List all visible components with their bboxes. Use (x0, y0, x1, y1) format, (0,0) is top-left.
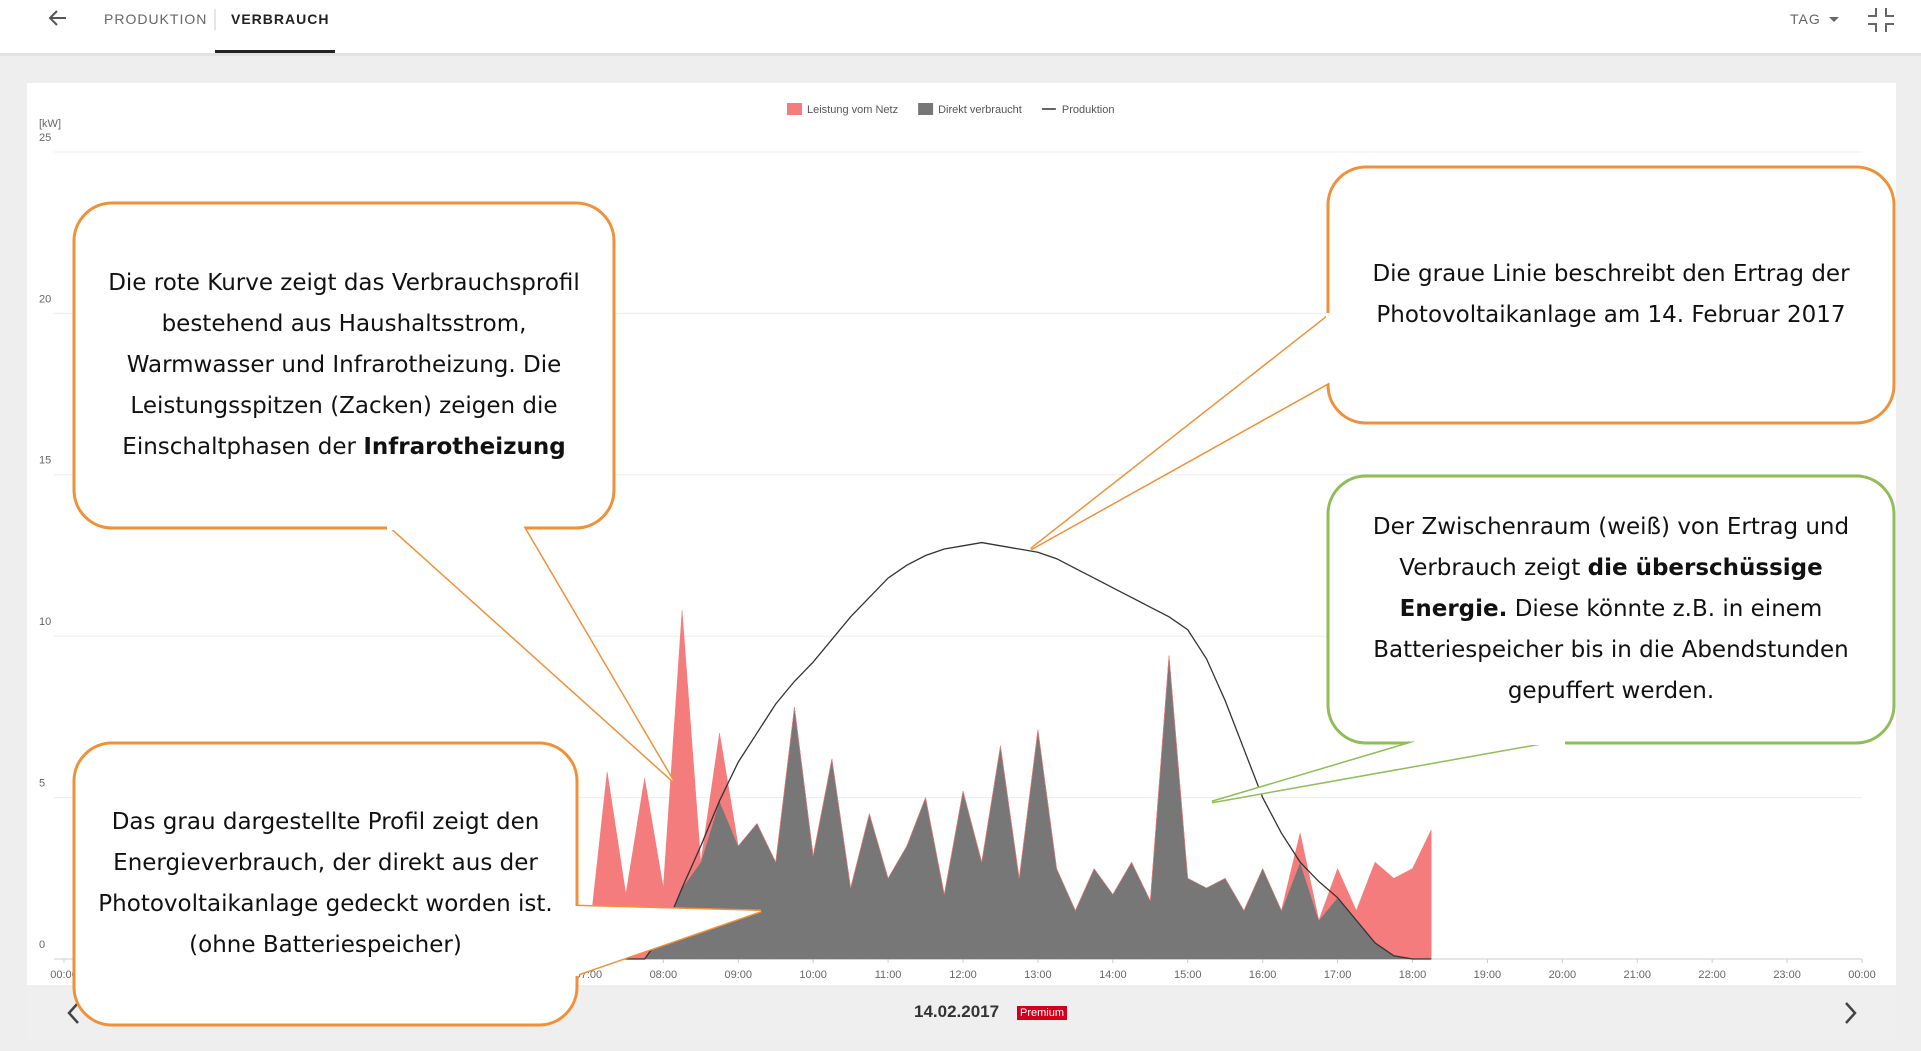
callout-tail-fill (387, 524, 673, 781)
x-tick-label: 21:00 (1623, 969, 1651, 981)
callout-tail-fill (573, 906, 761, 976)
period-select[interactable]: TAG (1790, 11, 1821, 27)
callout-tail-fill (1212, 739, 1565, 802)
legend-label: Produktion (1062, 104, 1115, 116)
callout-bold: Infrarotheizung (363, 434, 566, 460)
x-tick-label: 09:00 (724, 969, 752, 981)
x-tick-label: 11:00 (875, 969, 902, 981)
x-tick-label: 20:00 (1549, 969, 1577, 981)
callout-paragraph: Das grau dargestellte Profil zeigt den E… (92, 802, 559, 966)
tab-active[interactable]: VERBRAUCH (231, 11, 330, 27)
next-day[interactable] (1845, 1002, 1857, 1024)
x-tick-label: 16:00 (1249, 969, 1277, 981)
callout-paragraph: Die rote Kurve zeigt das Verbrauchsprofi… (92, 263, 596, 468)
x-tick-label: 17:00 (1324, 969, 1352, 981)
x-tick-label: 19:00 (1474, 969, 1502, 981)
x-tick-label: 14:00 (1099, 969, 1127, 981)
callout-box (1326, 474, 1896, 745)
callout-paragraph: Die graue Linie beschreibt den Ertrag de… (1346, 254, 1876, 336)
legend-swatch (787, 103, 802, 115)
dropdown-caret[interactable] (1829, 17, 1839, 22)
tab-underline (215, 50, 335, 53)
premium-badge: Premium (1017, 1006, 1068, 1020)
x-tick-label: 23:00 (1773, 969, 1801, 981)
tab[interactable]: PRODUKTION (104, 11, 208, 27)
y-tick-label: 5 (39, 778, 45, 790)
callout-box (72, 201, 616, 530)
date: 14.02.2017 (914, 1002, 1000, 1021)
callout-text: Das grau dargestellte Profil zeigt den E… (92, 753, 559, 1015)
callout-text: Die rote Kurve zeigt das Verbrauchsprofi… (92, 213, 596, 518)
x-tick-label: 12:00 (949, 969, 977, 981)
y-tick-label: 25 (39, 132, 51, 144)
prev-day[interactable] (67, 1002, 79, 1024)
callout-part: Das grau dargestellte Profil zeigt den E… (98, 809, 553, 958)
collapse-icon[interactable] (1868, 8, 1894, 32)
callout-text: Der Zwischenraum (weiß) von Ertrag und V… (1346, 486, 1876, 733)
y-tick-label: 10 (39, 616, 51, 628)
line (588, 541, 1432, 960)
legend-swatch (918, 103, 934, 115)
top-bar-shadow (0, 53, 1921, 56)
y-unit: [kW] (39, 118, 61, 130)
callout-box (1326, 165, 1896, 425)
callout-paragraph: Der Zwischenraum (weiß) von Ertrag und V… (1346, 507, 1876, 712)
x-tick-label: 15:00 (1174, 969, 1202, 981)
x-tick-label: 00:00 (1848, 969, 1876, 981)
area (588, 610, 1432, 960)
callout-part: Die graue Linie beschreibt den Ertrag de… (1372, 261, 1850, 328)
callout-box (72, 741, 579, 1027)
y-tick-label: 20 (39, 293, 51, 305)
callout-tail-fill (1031, 313, 1332, 549)
legend-label: Direkt verbraucht (938, 104, 1022, 116)
x-tick-label: 22:00 (1698, 969, 1726, 981)
x-tick-label: 10:00 (799, 969, 827, 981)
y-tick-label: 0 (39, 939, 45, 951)
top-bar (0, 0, 1921, 53)
callout-part: Die rote Kurve zeigt das Verbrauchsprofi… (108, 270, 580, 460)
back-arrow[interactable] (48, 10, 66, 26)
callout-part: Diese könnte z.B. in einem Batteriespeic… (1373, 596, 1849, 704)
x-tick-label: 13:00 (1024, 969, 1052, 981)
y-tick-label: 15 (39, 455, 51, 467)
legend-label: Leistung vom Netz (807, 104, 898, 116)
x-tick-label: 08:00 (650, 969, 678, 981)
callout-text: Die graue Linie beschreibt den Ertrag de… (1346, 177, 1876, 413)
callout-part: Der Zwischenraum (weiß) von Ertrag und V… (1372, 514, 1850, 581)
x-tick-label: 00:00 (50, 969, 78, 981)
x-tick-label: 18:00 (1399, 969, 1427, 981)
callout-bold: die überschüssige Energie. (1399, 555, 1823, 622)
